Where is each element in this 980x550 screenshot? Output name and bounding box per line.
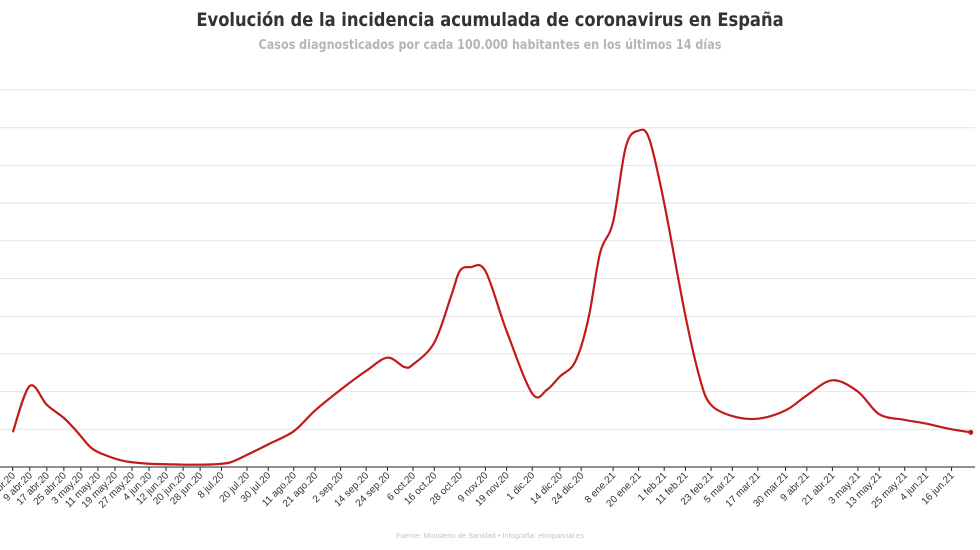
series-end-point	[968, 429, 974, 435]
x-axis-ticks	[12, 467, 953, 471]
chart-subtitle: Casos diagnosticados por cada 100.000 ha…	[258, 38, 722, 53]
incidence-series-line	[11, 128, 971, 466]
chart-title: Evolución de la incidencia acumulada de …	[196, 9, 784, 31]
gridlines	[0, 89, 975, 430]
source-note: Fuente: Ministerio de Sanidad • Infograf…	[395, 531, 585, 540]
